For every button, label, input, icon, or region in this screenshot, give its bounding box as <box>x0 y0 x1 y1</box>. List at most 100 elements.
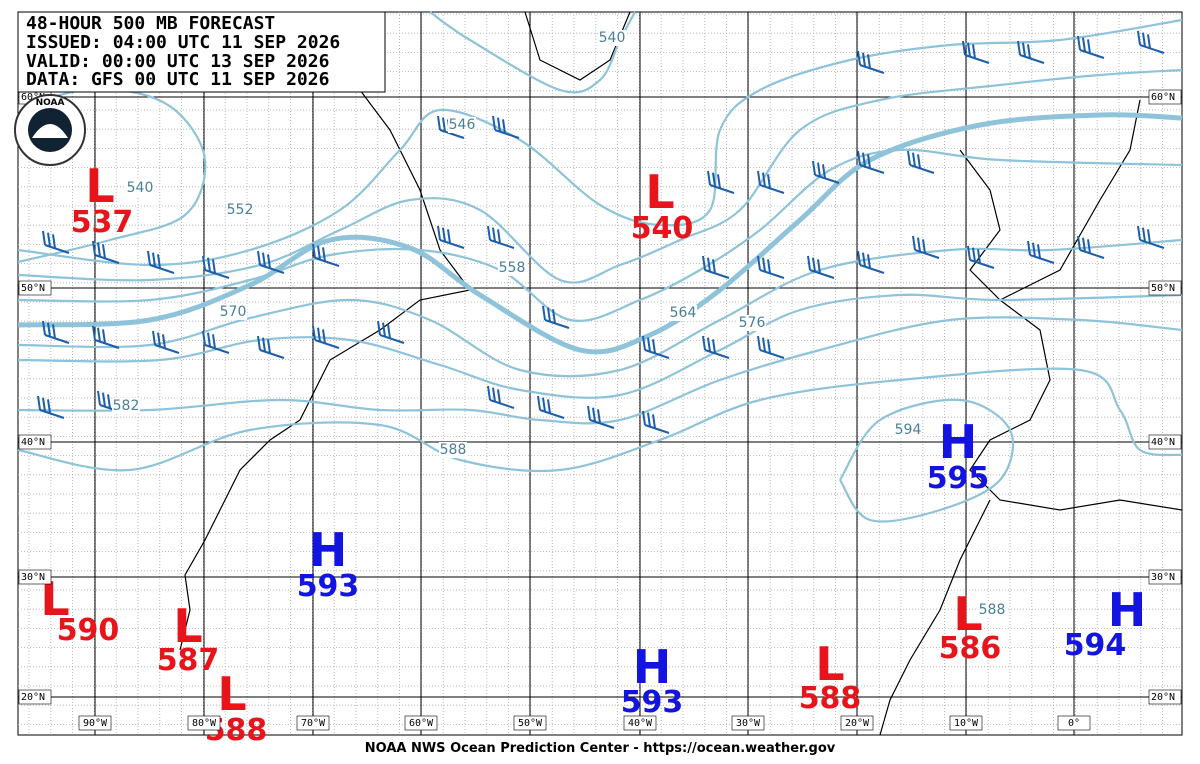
barb-flag <box>1147 229 1151 244</box>
barb-flag <box>1027 44 1031 59</box>
barb-flag <box>542 397 546 412</box>
center-value: 593 <box>297 569 360 604</box>
barb-flag <box>497 389 501 404</box>
barb-flag <box>207 332 211 347</box>
center-type: L <box>85 159 114 213</box>
barb-flag <box>437 115 441 131</box>
barb-flag <box>712 259 716 274</box>
contour-label-bg <box>894 422 922 438</box>
barb-flag <box>972 247 976 262</box>
barb-flag <box>762 257 766 272</box>
lon-label-bg <box>623 715 657 731</box>
contour <box>17 367 1183 473</box>
center-type: L <box>815 637 844 691</box>
barb-flag <box>762 172 766 187</box>
barb-flag <box>492 387 496 402</box>
lat-label: 60°N <box>21 92 45 103</box>
barb-flag <box>712 339 716 354</box>
contour-label-bg <box>498 260 526 276</box>
contour <box>17 148 1183 323</box>
barb-flag <box>867 154 871 169</box>
contour-label: 594 <box>895 422 922 438</box>
barb-flag <box>52 234 56 249</box>
contour-label-bg <box>738 315 766 331</box>
barb-flag <box>382 322 386 337</box>
lat-label: 20°N <box>1151 692 1175 703</box>
barb-flag <box>917 154 921 169</box>
barb-flag <box>257 250 261 266</box>
barb-flag <box>757 335 761 351</box>
barb-flag <box>767 259 771 274</box>
lat-label-bg <box>18 569 52 585</box>
barb-flag <box>817 259 821 274</box>
barb-flag <box>47 399 51 414</box>
lat-label: 20°N <box>21 692 45 703</box>
barb-flag <box>492 115 496 131</box>
contour-label-bg <box>978 602 1006 618</box>
barb-flag <box>157 254 161 269</box>
barb-flag <box>702 255 706 271</box>
barb-flag <box>862 52 866 67</box>
center-value: 594 <box>1064 628 1127 663</box>
header-box <box>17 11 386 93</box>
barb-flag <box>487 225 491 241</box>
lon-label: 10°W <box>954 718 979 729</box>
barb-flag <box>267 339 271 354</box>
lon-label-bg <box>296 715 330 731</box>
logo-gull <box>32 124 68 138</box>
barb-flag <box>962 40 966 56</box>
center-type: H <box>1108 583 1147 637</box>
lat-label: 30°N <box>21 572 45 583</box>
barb-flag <box>502 119 506 134</box>
barb-flag <box>152 252 156 267</box>
barb-flag <box>542 305 546 321</box>
contour-label-bg <box>226 202 254 218</box>
barb-flag <box>442 227 446 242</box>
barb-flag <box>212 334 216 349</box>
lon-label-bg <box>1057 715 1091 731</box>
lat-label-bg <box>1148 689 1182 705</box>
contour-main <box>17 112 1183 355</box>
barb-flag <box>647 412 651 427</box>
center-type: H <box>939 415 978 469</box>
barb-flag <box>1037 244 1041 259</box>
labels: 540546552558564570576582588594540588L537… <box>18 30 1182 748</box>
barb-flag <box>1022 42 1026 57</box>
barb-flag <box>972 44 976 59</box>
barb-flag <box>1017 40 1021 56</box>
contour <box>17 18 1183 267</box>
barb-flag <box>497 229 501 244</box>
barb-flag <box>52 324 56 339</box>
lon-label: 50°W <box>518 718 543 729</box>
barb-flag <box>92 240 96 256</box>
contour-label-bg <box>219 304 247 320</box>
contour-label: 564 <box>670 305 697 321</box>
barb-flag <box>387 324 391 339</box>
lon-label-bg <box>840 715 874 731</box>
barb-flag <box>862 152 866 167</box>
lat-label: 40°N <box>1151 437 1175 448</box>
contour-label: 570 <box>220 304 247 320</box>
barb-flag <box>977 249 981 264</box>
header-line: VALID: 00:00 UTC 13 SEP 2026 <box>26 51 329 72</box>
barb-flag <box>597 409 601 424</box>
logo-text: NOAA <box>36 98 65 108</box>
barb-flag <box>857 250 861 266</box>
barb-flag <box>907 150 911 166</box>
center-value: 587 <box>157 643 220 678</box>
coastline <box>179 419 301 651</box>
contour <box>17 316 1183 425</box>
barb-flag <box>97 242 101 257</box>
barb-flag <box>437 225 441 241</box>
contour-label-bg <box>598 30 626 46</box>
barb-flag <box>42 397 46 412</box>
barb-flag <box>442 117 446 132</box>
lon-label: 90°W <box>83 718 108 729</box>
barb-flag <box>867 254 871 269</box>
footer: NOAA NWS Ocean Prediction Center - https… <box>365 741 836 756</box>
barb-flag <box>707 337 711 352</box>
lat-label-bg <box>1148 280 1182 296</box>
barb-flag <box>447 229 451 244</box>
lat-label: 30°N <box>1151 572 1175 583</box>
barb-flag <box>707 257 711 272</box>
